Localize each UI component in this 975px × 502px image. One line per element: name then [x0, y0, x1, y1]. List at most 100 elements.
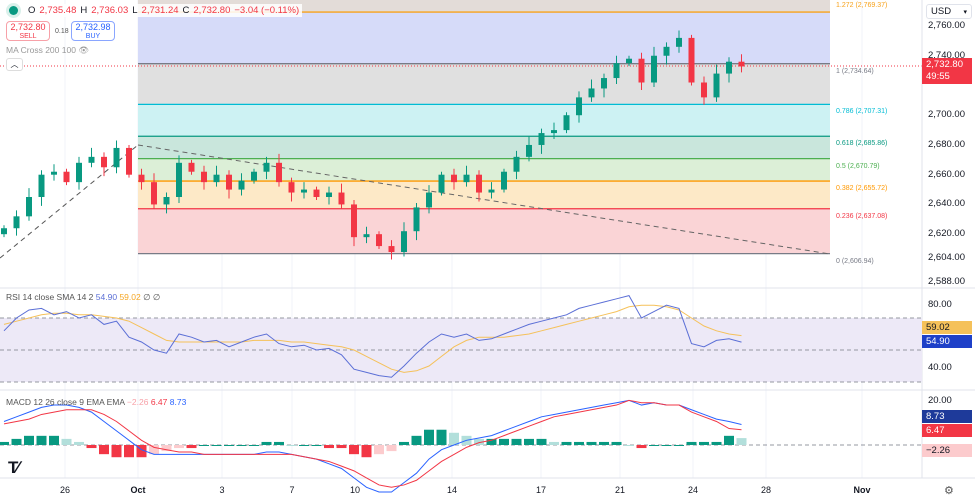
candle-body [101, 156, 107, 168]
fib-band [138, 104, 830, 137]
macd-histogram-bar [111, 445, 122, 458]
macd-histogram-bar [611, 441, 622, 445]
rsi-value: 54.90 [95, 292, 118, 302]
candle-body [676, 37, 682, 47]
candle-body [13, 216, 20, 229]
rsi-legend[interactable]: RSI 14 close SMA 14 2 54.90 59.02 ∅ ∅ [6, 292, 160, 303]
candle-body [613, 63, 620, 79]
macd-hist-value: −2.26 [126, 397, 149, 407]
price-axis-label: 2,760.00 [928, 20, 965, 31]
macd-histogram-bar [24, 435, 34, 445]
macd-histogram-bar [286, 445, 297, 446]
macd-histogram-bar [174, 445, 184, 449]
signal-tag: 6.47 [922, 424, 972, 437]
macd-histogram-bar [561, 441, 572, 445]
high-value: 2,736.03 [91, 5, 129, 16]
macd-histogram-bar [649, 445, 659, 446]
macd-axis-label: 20.00 [928, 395, 952, 406]
time-axis-label: 21 [614, 485, 626, 495]
candle-body [713, 73, 720, 98]
candle-body [388, 246, 395, 253]
low-label: L [132, 5, 138, 16]
candle-body [88, 156, 95, 163]
macd-histogram-bar [211, 445, 222, 446]
open-label: O [28, 5, 36, 16]
candle-body [363, 234, 370, 238]
macd-histogram-bar [311, 445, 322, 446]
rsi-axis-label: 40.00 [928, 362, 952, 373]
time-axis-label: Oct [130, 485, 146, 495]
candle-body [276, 162, 282, 183]
ma-cross-indicator[interactable]: MA Cross 200 100 👁 [6, 45, 89, 56]
time-axis-label: 14 [446, 485, 458, 495]
macd-histogram-bar [0, 441, 9, 445]
collapse-legend-button[interactable]: ︿ [6, 58, 23, 71]
time-axis-label: 10 [349, 485, 361, 495]
chevron-up-icon: ︿ [10, 60, 19, 69]
macd-histogram-bar [574, 441, 584, 445]
macd-histogram-bar [736, 438, 747, 445]
macd-histogram-bar [361, 445, 372, 458]
candle-body [263, 162, 270, 172]
macd-histogram-bar [324, 445, 334, 449]
macd-histogram-bar [624, 445, 634, 446]
candle-body [63, 171, 70, 183]
candle-body [588, 88, 595, 98]
price-axis-label: 2,640.00 [928, 198, 965, 210]
candle-body [126, 147, 132, 175]
macd-histogram-bar [586, 441, 597, 445]
currency-select[interactable]: USD ▾ [926, 4, 972, 19]
macd-histogram-bar [199, 445, 209, 446]
price-axis-label: 2,588.00 [928, 275, 965, 287]
buy-label: BUY [85, 33, 101, 40]
candle-body [113, 147, 120, 168]
macd-histogram-bar [661, 445, 672, 446]
candle-body [226, 174, 232, 190]
macd-value: 8.73 [169, 397, 187, 407]
spread-value: 0.18 [55, 28, 69, 35]
candle-body [401, 231, 407, 253]
macd-histogram-bar [536, 438, 547, 445]
macd-legend[interactable]: MACD 12 26 close 9 EMA EMA −2.26 6.47 8.… [6, 397, 186, 407]
macd-histogram-bar [674, 445, 684, 446]
candle-body [513, 156, 520, 172]
time-axis-label: 7 [289, 485, 295, 495]
macd-histogram-bar [61, 438, 72, 445]
candle-body [488, 189, 495, 193]
change-value: −3.04 (−0.11%) [234, 5, 300, 16]
candle-body [526, 144, 532, 157]
fib-band [138, 181, 830, 209]
sell-price: 2,732.80 [10, 22, 46, 32]
candle-body [563, 115, 570, 131]
settings-gear-icon[interactable]: ⚙ [944, 485, 954, 497]
fib-band [138, 158, 830, 182]
macd-tag: 8.73 [922, 410, 972, 423]
candle-body [201, 171, 207, 183]
tradingview-logo: T∕ [8, 458, 19, 477]
candle-body [163, 197, 170, 205]
macd-histogram-bar [11, 438, 22, 445]
candle-body [1, 228, 7, 235]
bar-countdown: 49:55 [926, 71, 950, 82]
time-axis-label: 24 [687, 485, 699, 495]
last-price: 2,732.80 [926, 59, 963, 70]
open-value: 2,735.48 [39, 5, 77, 16]
candle-body [426, 192, 432, 208]
time-axis-label: 17 [535, 485, 547, 495]
buy-button[interactable]: 2,732.98 BUY [71, 21, 115, 41]
macd-histogram-bar [386, 445, 397, 452]
candle-body [638, 58, 645, 83]
market-status-icon [9, 6, 18, 15]
candle-body [576, 97, 582, 116]
price-axis-label: 2,620.00 [928, 228, 965, 240]
fib-level-label: 0.236 (2,637.08) [836, 212, 888, 220]
macd-histogram-bar [636, 445, 647, 449]
fib-level-label: 1.272 (2,769.37) [836, 2, 888, 10]
eye-hidden-icon[interactable]: 👁 [78, 45, 90, 55]
macd-histogram-bar [149, 445, 159, 455]
sell-button[interactable]: 2,732.80 SELL [6, 21, 50, 41]
rsi-sma-line [3, 304, 742, 373]
candle-body [351, 204, 357, 238]
rsi-label: RSI 14 close SMA 14 2 [6, 292, 94, 302]
